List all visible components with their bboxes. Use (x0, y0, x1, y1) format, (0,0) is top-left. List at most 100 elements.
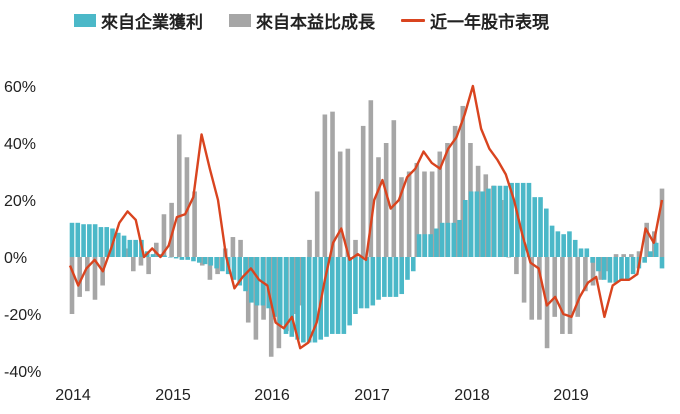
y-tick-label: 0% (4, 250, 27, 267)
bar-pe (429, 171, 435, 257)
bar-profit (295, 257, 300, 340)
bar-profit (572, 239, 578, 257)
bar-pe (422, 171, 427, 257)
bar-pe (337, 151, 343, 257)
bar-profit (168, 257, 173, 258)
bar-profit (596, 257, 601, 272)
bar-profit (578, 248, 584, 257)
bar-pe (483, 174, 489, 257)
bar-profit (75, 222, 81, 257)
bar-pe (314, 191, 320, 257)
bar-profit (370, 257, 376, 306)
bar-pe (169, 202, 174, 257)
bar-profit (266, 257, 271, 309)
bar-profit (237, 257, 243, 286)
bar-pe (153, 242, 159, 257)
chart-legend: 來自企業獲利 來自本益比成長 近一年股市表現 (74, 8, 549, 33)
bar-profit (399, 257, 405, 295)
bar-pe (567, 257, 573, 334)
bar-pe (322, 114, 328, 257)
bar-pe (77, 257, 82, 297)
legend-label-profit: 來自企業獲利 (101, 13, 203, 33)
bar-profit (624, 257, 630, 280)
bar-profit (98, 227, 104, 257)
bar-profit (329, 257, 335, 334)
bar-profit (584, 248, 590, 257)
bar-profit (659, 257, 665, 269)
bar-pe (307, 239, 312, 257)
bar-profit (306, 257, 312, 343)
bar-profit (249, 257, 254, 303)
bar-pe (659, 188, 665, 257)
legend-swatch-profit (74, 14, 96, 27)
bar-pe (383, 143, 389, 257)
bar-profit (208, 257, 214, 266)
bar-profit (272, 257, 277, 317)
bar-profit (642, 257, 647, 263)
bar-profit (567, 231, 572, 257)
bar-pe (376, 157, 381, 257)
bar-pe (514, 257, 519, 275)
bar-profit (277, 257, 283, 326)
bar-pe (207, 257, 213, 280)
x-tick-label: 2018 (454, 387, 490, 404)
bar-profit (457, 219, 462, 257)
bar-profit (202, 257, 208, 265)
y-tick-label: -20% (4, 307, 41, 324)
bar-pe (238, 239, 243, 257)
bar-pe (360, 125, 366, 258)
bar-pe (590, 257, 596, 286)
bar-profit (364, 257, 370, 309)
bar-profit (127, 239, 133, 257)
bar-pe (598, 257, 603, 280)
bar-pe (445, 143, 450, 257)
bar-profit (422, 234, 428, 257)
bar-pe (391, 120, 397, 257)
bar-profit (353, 257, 358, 314)
bar-profit (81, 224, 86, 257)
bar-pe (199, 257, 205, 266)
bar-profit (532, 197, 538, 257)
bar-pe (621, 254, 626, 257)
y-tick-label: 20% (4, 193, 36, 210)
bar-profit (185, 257, 190, 260)
bar-pe (406, 171, 412, 257)
bar-pe (230, 237, 236, 257)
legend-swatch-pe (229, 14, 251, 27)
bar-pe (636, 251, 642, 257)
bar-profit (87, 224, 92, 257)
bar-profit (301, 257, 306, 343)
bar-profit (648, 251, 653, 257)
bar-profit (115, 232, 121, 257)
bar-profit (289, 257, 295, 337)
bar-pe (330, 111, 335, 258)
bar-profit (410, 257, 416, 272)
bar-pe (161, 214, 167, 257)
bar-profit (312, 257, 318, 343)
bar-profit (254, 257, 260, 306)
bar-profit (480, 191, 485, 257)
bar-profit (544, 208, 549, 257)
legend-item-profit: 來自企業獲利 (74, 8, 203, 33)
x-tick-label: 2019 (553, 387, 589, 404)
legend-swatch-market (401, 19, 425, 22)
bar-pe (506, 257, 512, 258)
legend-item-pe: 來自本益比成長 (229, 8, 375, 33)
bar-profit (549, 225, 555, 257)
bar-profit (515, 182, 520, 257)
bar-profit (439, 222, 445, 257)
bar-profit (387, 257, 393, 297)
bar-pe (537, 257, 542, 320)
bar-profit (179, 257, 185, 260)
bar-pe (644, 222, 649, 257)
y-tick-label: 60% (4, 79, 36, 96)
bar-profit (561, 234, 566, 257)
x-tick-label: 2014 (55, 387, 91, 404)
bar-pe (184, 157, 190, 257)
x-tick-label: 2017 (354, 387, 390, 404)
bar-profit (121, 235, 127, 258)
bar-profit (520, 182, 526, 257)
bar-profit (358, 257, 364, 309)
bar-profit (451, 222, 457, 257)
bar-profit (497, 185, 503, 257)
